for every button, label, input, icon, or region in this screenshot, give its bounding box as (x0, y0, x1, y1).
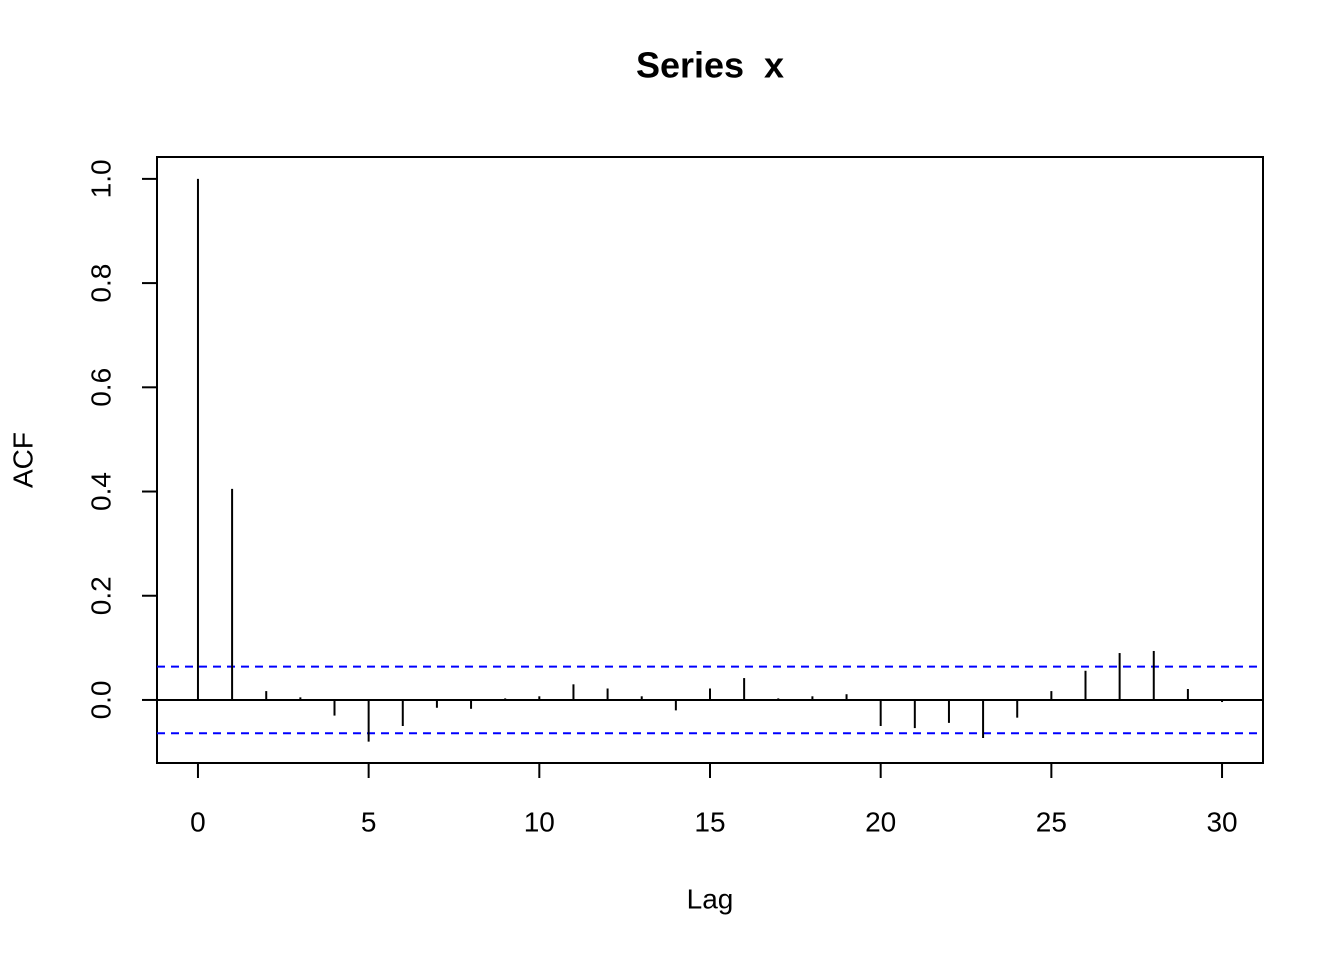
y-tick-label: 1.0 (85, 159, 116, 198)
x-tick-label: 0 (190, 806, 206, 837)
x-tick-label: 15 (694, 806, 725, 837)
x-tick-label: 5 (361, 806, 377, 837)
y-axis-label: ACF (7, 432, 38, 488)
y-tick-label: 0.6 (85, 368, 116, 407)
plot-frame (156, 156, 1264, 764)
y-tick-label: 0.4 (85, 472, 116, 511)
x-tick-label: 25 (1036, 806, 1067, 837)
y-tick-label: 0.2 (85, 576, 116, 615)
x-tick-label: 20 (865, 806, 896, 837)
x-tick-label: 30 (1206, 806, 1237, 837)
x-tick-label: 10 (524, 806, 555, 837)
x-axis-label: Lag (687, 883, 734, 914)
y-tick-label: 0.0 (85, 680, 116, 719)
chart-title: Series x (636, 45, 784, 86)
y-tick-label: 0.8 (85, 264, 116, 303)
